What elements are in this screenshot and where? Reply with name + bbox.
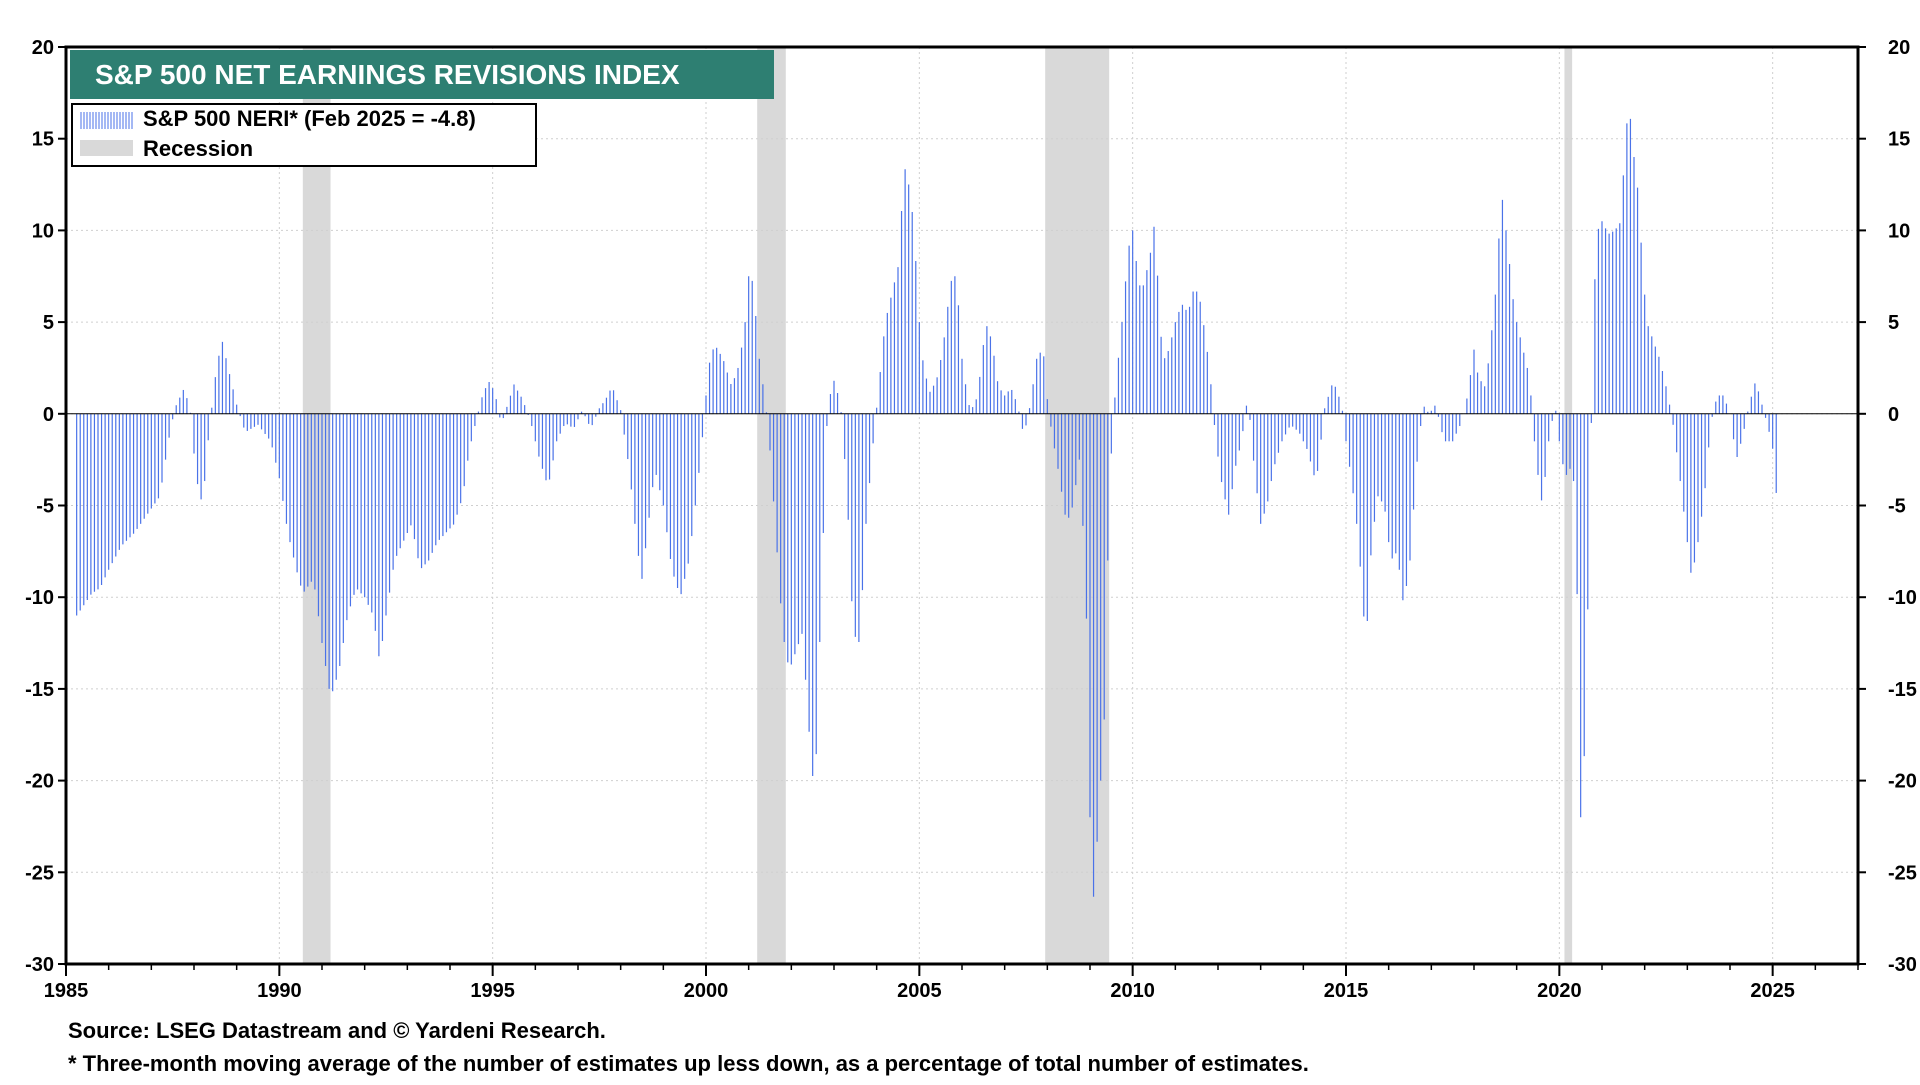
y-axis-left: 20 15 10 5 0 -5 -10 -15 -20 -25 -30 — [25, 37, 66, 976]
y-tick-label-right: -20 — [1888, 771, 1917, 793]
chart-title: S&P 500 NET EARNINGS REVISIONS INDEX — [95, 59, 680, 90]
y-tick-label-right: -10 — [1888, 587, 1917, 609]
y-tick-label-right: 10 — [1888, 220, 1910, 242]
x-tick-label: 1995 — [470, 980, 515, 1002]
recession-band-3 — [1564, 47, 1573, 964]
y-tick-label-right: -25 — [1888, 862, 1917, 884]
y-tick-label-left: -10 — [25, 587, 54, 609]
y-tick-label-left: 20 — [32, 37, 54, 59]
y-tick-label-left: 10 — [32, 220, 54, 242]
legend-box: S&P 500 NERI* (Feb 2025 = -4.8) Recessio… — [71, 103, 537, 167]
y-tick-label-left: -5 — [36, 496, 54, 518]
y-tick-label-right: 5 — [1888, 312, 1899, 334]
x-tick-label: 1985 — [44, 980, 89, 1002]
x-tick-label: 2025 — [1750, 980, 1795, 1002]
x-tick-label: 2005 — [897, 980, 942, 1002]
y-tick-label-right: 15 — [1888, 129, 1910, 151]
legend-label-recession: Recession — [143, 136, 253, 161]
legend-label-neri: S&P 500 NERI* (Feb 2025 = -4.8) — [143, 106, 476, 131]
footnote: * Three-month moving average of the numb… — [68, 1051, 1309, 1076]
neri-bar-series — [76, 118, 1777, 897]
y-tick-label-right: -30 — [1888, 954, 1917, 976]
y-tick-label-left: 15 — [32, 129, 54, 151]
y-tick-label-right: -5 — [1888, 496, 1906, 518]
y-tick-label-right: -15 — [1888, 679, 1917, 701]
x-tick-label: 2010 — [1110, 980, 1155, 1002]
y-tick-label-left: -20 — [25, 771, 54, 793]
x-tick-label: 2015 — [1324, 980, 1369, 1002]
y-tick-label-left: 5 — [43, 312, 54, 334]
y-axis-right: 20 15 10 5 0 -5 -10 -15 -20 -25 -30 — [1858, 37, 1917, 976]
y-tick-label-right: 0 — [1888, 404, 1899, 426]
y-tick-label-left: -30 — [25, 954, 54, 976]
x-tick-label: 2020 — [1537, 980, 1582, 1002]
legend-swatch-neri — [80, 112, 133, 129]
y-tick-label-left: -25 — [25, 862, 54, 884]
x-tick-label: 2000 — [684, 980, 729, 1002]
chart-title-banner: S&P 500 NET EARNINGS REVISIONS INDEX — [70, 50, 774, 99]
x-tick-label: 1990 — [257, 980, 302, 1002]
y-tick-label-left: 0 — [43, 404, 54, 426]
legend-swatch-recession — [80, 140, 133, 156]
x-axis: 1985 1990 1995 2000 2005 2010 2015 2020 2025 — [44, 964, 1859, 1002]
y-tick-label-right: 20 — [1888, 37, 1910, 59]
y-tick-label-left: -15 — [25, 679, 54, 701]
source-note: Source: LSEG Datastream and © Yardeni Re… — [68, 1018, 606, 1043]
